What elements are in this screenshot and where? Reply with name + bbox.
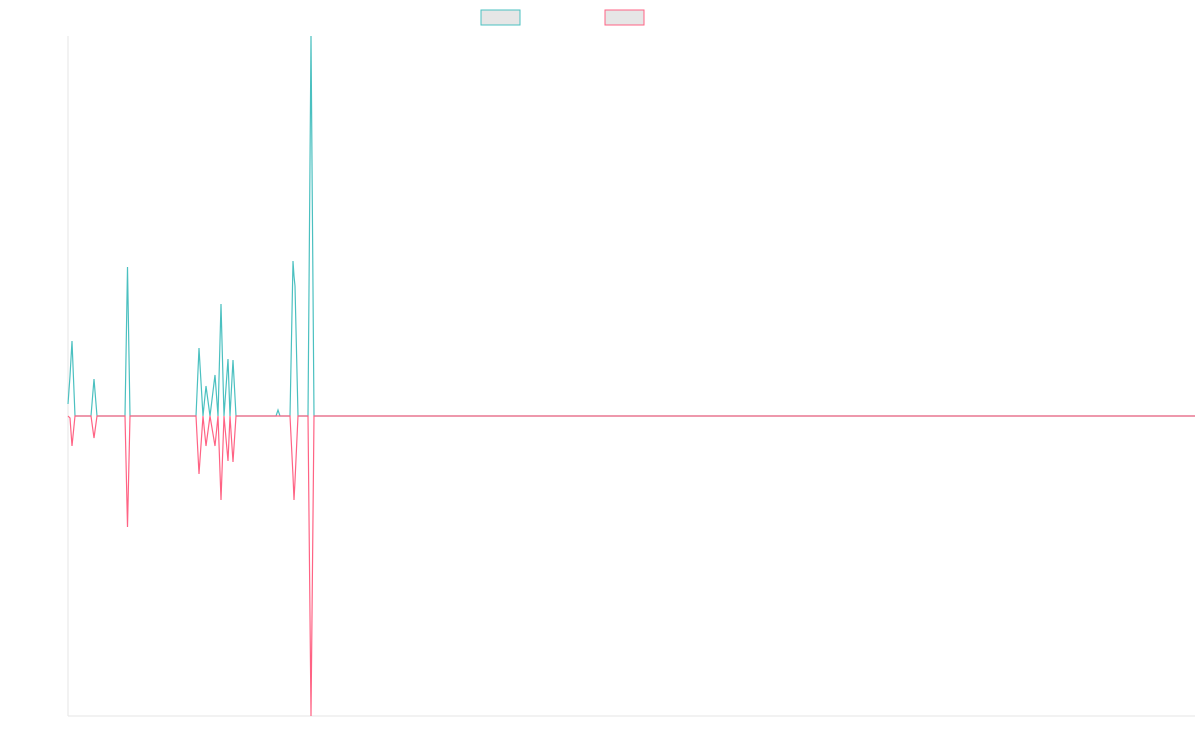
series-line [67, 35, 1195, 417]
series-line [67, 415, 1195, 717]
legend-swatch [480, 9, 521, 26]
legend-swatch [604, 9, 645, 26]
